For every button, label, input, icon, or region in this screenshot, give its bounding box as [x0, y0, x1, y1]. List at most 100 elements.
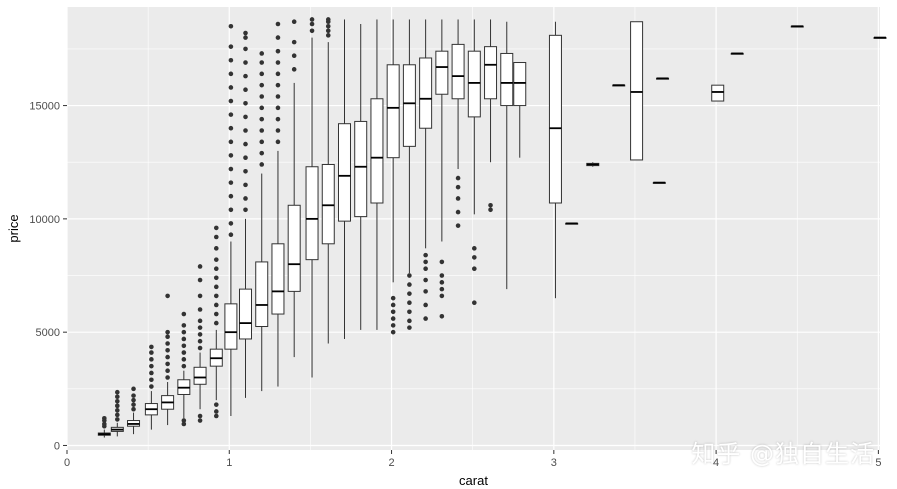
- box-group: [239, 30, 253, 398]
- box-outlier-point: [423, 302, 428, 308]
- x-tick-label: 5: [875, 457, 881, 469]
- box-outlier-point: [228, 153, 234, 158]
- box-outlier-point: [455, 184, 461, 190]
- y-axis-ticks: 0 5000 10000 15000: [29, 101, 67, 452]
- box-outlier-point: [291, 39, 297, 45]
- x-tick-label: 1: [226, 457, 232, 469]
- box-outlier-point: [275, 35, 281, 40]
- box-outlier-point: [439, 259, 445, 265]
- box-iqr: [255, 261, 269, 328]
- box-outlier-point: [259, 116, 265, 122]
- box-outlier-point: [181, 311, 187, 317]
- box-iqr: [305, 166, 319, 261]
- box-outlier-point: [275, 82, 281, 88]
- box-iqr: [711, 84, 725, 102]
- box-group: [419, 19, 433, 321]
- box-outlier-point: [228, 71, 234, 77]
- box-group: [97, 415, 111, 438]
- box-outlier-point: [115, 403, 120, 409]
- box-outlier-point: [149, 363, 154, 369]
- box-outlier-point: [131, 393, 136, 398]
- box-iqr: [630, 21, 644, 161]
- box-outlier-point: [213, 413, 219, 419]
- box-group: [435, 19, 449, 319]
- box-outlier-point: [228, 57, 234, 63]
- box-outlier-point: [455, 209, 461, 215]
- box-iqr: [451, 43, 465, 100]
- box-outlier-point: [228, 232, 234, 238]
- box-outlier-point: [243, 87, 248, 93]
- box-iqr: [239, 288, 253, 340]
- box-outlier-point: [243, 182, 248, 188]
- box-group: [255, 51, 269, 392]
- box-outlier-point: [149, 384, 154, 389]
- box-group: [127, 386, 141, 435]
- box-group: [451, 19, 465, 228]
- y-tick-label: 5000: [36, 327, 60, 339]
- box-outlier-point: [115, 417, 120, 422]
- box-outlier-point: [325, 23, 331, 29]
- box-iqr: [287, 204, 301, 292]
- box-group: [467, 19, 481, 306]
- box-outlier-point: [243, 196, 248, 201]
- box-outlier-point: [259, 51, 265, 56]
- box-outlier-point: [439, 293, 445, 299]
- box-outlier-point: [197, 345, 203, 351]
- y-axis-title: price: [6, 214, 21, 242]
- box-outlier-point: [455, 175, 461, 181]
- box-outlier-point: [259, 150, 265, 156]
- box-outlier-point: [228, 139, 234, 145]
- box-outlier-point: [275, 48, 281, 54]
- box-outlier-point: [228, 85, 234, 90]
- box-outlier-point: [243, 141, 248, 147]
- x-axis-title: carat: [459, 473, 488, 488]
- box-outlier-point: [165, 368, 170, 373]
- box-iqr: [337, 123, 351, 222]
- box-outlier-point: [439, 286, 445, 292]
- watermark: 知乎 @独自生活: [691, 440, 875, 468]
- box-outlier-point: [243, 128, 248, 133]
- box-iqr: [370, 98, 384, 204]
- box-group: [110, 389, 124, 437]
- box-outlier-point: [390, 309, 396, 315]
- box-outlier-point: [213, 293, 219, 299]
- box-outlier-point: [228, 23, 234, 29]
- box-group: [548, 21, 562, 299]
- box-outlier-point: [407, 325, 412, 330]
- box-outlier-point: [259, 82, 265, 88]
- box-outlier-point: [197, 307, 203, 312]
- box-iqr: [513, 62, 527, 107]
- box-outlier-point: [165, 354, 170, 360]
- box-outlier-point: [439, 273, 445, 278]
- box-outlier-point: [259, 162, 265, 167]
- box-outlier-point: [197, 418, 203, 423]
- box-outlier-point: [181, 421, 187, 427]
- box-outlier-point: [213, 284, 219, 290]
- box-outlier-point: [472, 246, 477, 251]
- box-outlier-point: [275, 105, 281, 111]
- box-outlier-point: [197, 332, 203, 337]
- box-iqr: [224, 303, 238, 350]
- box-outlier-point: [439, 280, 445, 285]
- box-iqr: [386, 64, 400, 159]
- box-group: [730, 52, 744, 55]
- box-outlier-point: [275, 71, 281, 77]
- box-outlier-point: [181, 363, 187, 369]
- box-outlier-point: [455, 196, 461, 201]
- box-group: [630, 21, 644, 161]
- box-iqr: [354, 120, 368, 218]
- box-outlier-point: [259, 105, 265, 111]
- box-group: [305, 17, 319, 378]
- box-outlier-point: [181, 350, 187, 355]
- box-outlier-point: [243, 101, 248, 106]
- box-outlier-point: [243, 114, 248, 120]
- box-group: [161, 293, 175, 426]
- box-outlier-point: [455, 223, 461, 228]
- box-outlier-point: [149, 350, 154, 355]
- box-outlier-point: [165, 341, 170, 346]
- y-tick-label: 0: [54, 440, 60, 452]
- box-outlier-point: [228, 207, 234, 213]
- box-outlier-point: [181, 357, 187, 362]
- box-outlier-point: [228, 193, 234, 199]
